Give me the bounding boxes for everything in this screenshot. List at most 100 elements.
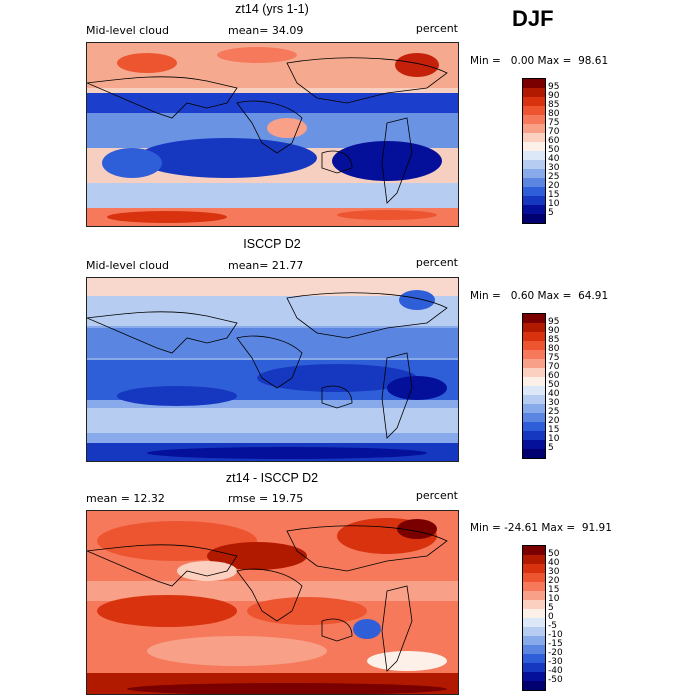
panel-2-colorbar-swatch	[523, 323, 545, 332]
panel-1-colorbar-swatch	[523, 151, 545, 160]
panel-3-mean-label: mean = 12.32	[86, 492, 165, 505]
panel-1-colorbar-tick-label: 30	[548, 162, 560, 173]
panel-1-colorbar-tick-label: 70	[548, 126, 560, 137]
panel-1-colorbar-swatch	[523, 160, 545, 169]
panel-2-colorbar-swatch	[523, 449, 545, 458]
panel-3-minmax: Min = -24.61 Max = 91.91	[470, 522, 612, 534]
panel-2-minmax: Min = 0.60 Max = 64.91	[470, 290, 609, 302]
panel-2-map-svg	[87, 278, 458, 461]
panel-3-title: zt14 - ISCCP D2	[225, 471, 319, 485]
panel-2-colorbar-tick-label: 25	[548, 406, 560, 417]
panel-1-colorbar-swatch	[523, 88, 545, 97]
panel-2-colorbar-tick-label: 40	[548, 388, 560, 399]
panel-2-colorbar-swatch	[523, 359, 545, 368]
panel-1-mean-label: mean= 34.09	[228, 24, 304, 37]
panel-1-colorbar-tick-label: 20	[548, 180, 560, 191]
panel-2-map	[86, 277, 459, 462]
panel-3-colorbar-swatch	[523, 654, 545, 663]
panel-1-units: percent	[415, 22, 458, 35]
panel-3-colorbar-tick-label: -50	[548, 674, 563, 685]
panel-3-colorbar-swatch	[523, 618, 545, 627]
panel-1-colorbar-swatch	[523, 169, 545, 178]
panel-3-colorbar-tick-label: 5	[548, 602, 554, 613]
panel-3-colorbar-tick-label: 0	[548, 611, 554, 622]
panel-2-colorbar-swatch	[523, 332, 545, 341]
panel-1-colorbar-tick-label: 60	[548, 135, 560, 146]
panel-2-colorbar-tick-label: 95	[548, 316, 560, 327]
panel-2-colorbar-tick-label: 70	[548, 361, 560, 372]
panel-3-colorbar-swatch	[523, 663, 545, 672]
panel-3-colorbar-swatch	[523, 591, 545, 600]
panel-3-colorbar-tick-label: 10	[548, 593, 560, 604]
panel-1-colorbar-swatch	[523, 196, 545, 205]
panel-2-colorbar-tick-label: 50	[548, 379, 560, 390]
panel-3-colorbar-swatch	[523, 681, 545, 690]
panel-2-colorbar-tick-label: 85	[548, 334, 560, 345]
panel-2-colorbar-tick-label: 60	[548, 370, 560, 381]
panel-1-left-label: Mid-level cloud	[86, 24, 169, 37]
panel-1-colorbar-tick-label: 5	[548, 207, 554, 218]
panel-3-colorbar-tick-label: 30	[548, 566, 560, 577]
panel-1-colorbar-swatch	[523, 133, 545, 142]
panel-3-map-svg	[87, 511, 458, 694]
panel-1-colorbar-tick-label: 40	[548, 153, 560, 164]
panel-1-title: zt14 (yrs 1-1)	[235, 2, 309, 16]
panel-2-colorbar-tick-label: 75	[548, 352, 560, 363]
panel-2-colorbar-swatch	[523, 431, 545, 440]
panel-2-colorbar	[522, 313, 546, 459]
panel-3-units: percent	[415, 489, 458, 502]
panel-2-colorbar-tick-label: 80	[548, 343, 560, 354]
panel-2-colorbar-swatch	[523, 395, 545, 404]
panel-3-colorbar-swatch	[523, 582, 545, 591]
panel-1-map	[86, 42, 459, 227]
panel-2-colorbar-swatch	[523, 368, 545, 377]
panel-2-colorbar-swatch	[523, 350, 545, 359]
panel-1-colorbar-swatch	[523, 115, 545, 124]
panel-3-colorbar-swatch	[523, 636, 545, 645]
panel-1-colorbar-swatch	[523, 187, 545, 196]
panel-2-colorbar-swatch	[523, 377, 545, 386]
panel-1-colorbar-tick-label: 90	[548, 90, 560, 101]
panel-1-colorbar-swatch	[523, 97, 545, 106]
panel-2-colorbar-swatch	[523, 386, 545, 395]
panel-3-colorbar-tick-label: -40	[548, 665, 563, 676]
panel-1-colorbar-swatch	[523, 124, 545, 133]
panel-3-colorbar-swatch	[523, 555, 545, 564]
panel-1-colorbar-swatch	[523, 142, 545, 151]
panel-2-mean-label: mean= 21.77	[228, 259, 304, 272]
panel-2-colorbar-tick-label: 30	[548, 397, 560, 408]
panel-2-colorbar-tick-label: 20	[548, 415, 560, 426]
panel-3-colorbar-tick-label: -5	[548, 620, 557, 631]
panel-1-colorbar-tick-label: 80	[548, 108, 560, 119]
panel-1-colorbar-swatch	[523, 214, 545, 223]
panel-3-colorbar-swatch	[523, 564, 545, 573]
panel-1-colorbar-tick-label: 95	[548, 81, 560, 92]
panel-2-colorbar-swatch	[523, 413, 545, 422]
panel-3-colorbar-tick-label: -30	[548, 656, 563, 667]
panel-1-colorbar-swatch	[523, 205, 545, 214]
panel-2-colorbar-swatch	[523, 422, 545, 431]
panel-3-colorbar-tick-label: -20	[548, 647, 563, 658]
panel-3-colorbar-tick-label: -15	[548, 638, 563, 649]
panel-1-colorbar-swatch	[523, 178, 545, 187]
panel-2-colorbar-tick-label: 5	[548, 442, 554, 453]
panel-1-colorbar-tick-label: 85	[548, 99, 560, 110]
panel-3-rmse-label: rmse = 19.75	[228, 492, 304, 505]
panel-2-colorbar-swatch	[523, 314, 545, 323]
panel-3-colorbar-swatch	[523, 546, 545, 555]
panel-3-colorbar-swatch	[523, 609, 545, 618]
season-label: DJF	[512, 6, 554, 31]
panel-2-left-label: Mid-level cloud	[86, 259, 169, 272]
panel-3-colorbar-tick-label: -10	[548, 629, 563, 640]
panel-3-colorbar-swatch	[523, 627, 545, 636]
panel-1-colorbar-tick-label: 10	[548, 198, 560, 209]
panel-1-colorbar-swatch	[523, 106, 545, 115]
panel-3-colorbar-swatch	[523, 573, 545, 582]
panel-3-colorbar-tick-label: 20	[548, 575, 560, 586]
panel-1-minmax: Min = 0.00 Max = 98.61	[470, 55, 609, 67]
panel-3-colorbar	[522, 545, 546, 691]
panel-1-colorbar	[522, 78, 546, 224]
panel-2-colorbar-swatch	[523, 341, 545, 350]
panel-2-colorbar-tick-label: 15	[548, 424, 560, 435]
panel-2-title: ISCCP D2	[243, 237, 301, 251]
